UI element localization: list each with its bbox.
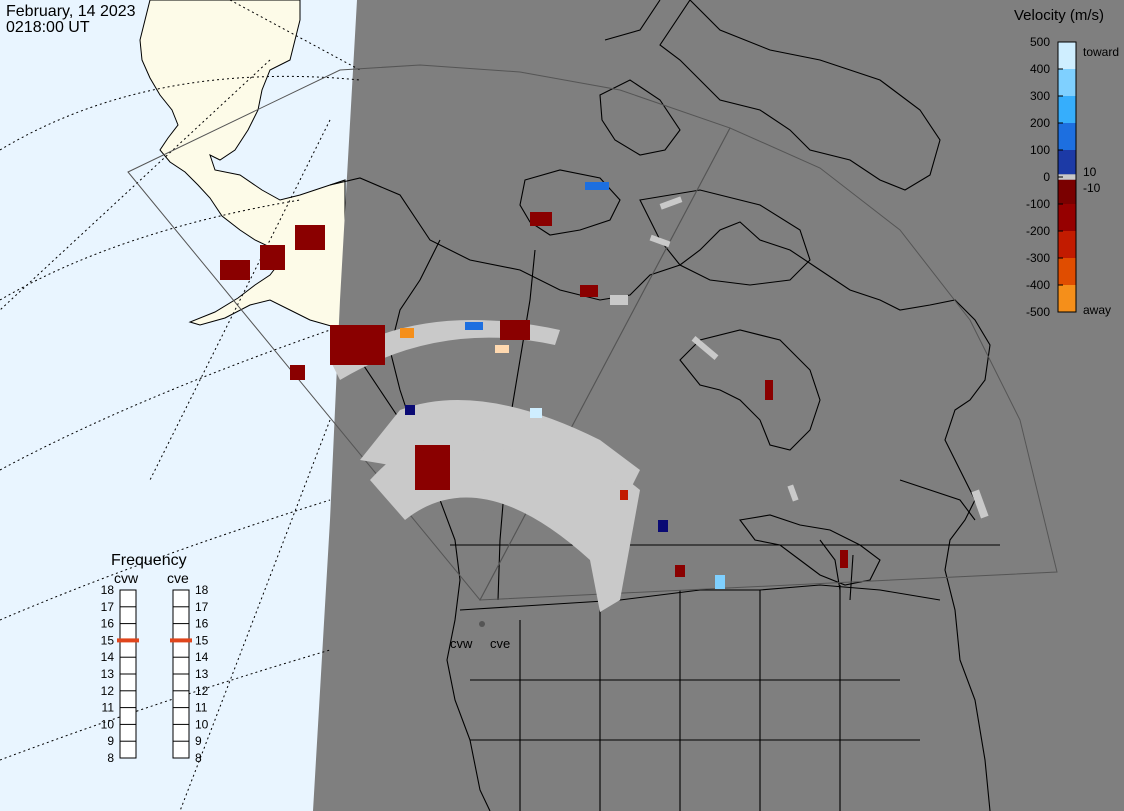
colorbar-pos-threshold: 10 [1083, 165, 1097, 179]
ground-scatter-cell [691, 336, 719, 360]
colorbar-swatch [1058, 96, 1076, 123]
frequency-tick-label: 16 [195, 617, 209, 631]
colorbar-swatch [1058, 42, 1076, 69]
colorbar-ticks: 500 400 300 200 100 0 -100 -200 -300 -400 -500 [1026, 35, 1063, 319]
velocity-cell [415, 445, 450, 490]
colorbar-tick-label: -100 [1026, 197, 1050, 211]
frequency-tick-label: 8 [107, 751, 114, 765]
colorbar-swatches [1058, 42, 1076, 312]
colorbar-swatch [1058, 150, 1076, 175]
scatter-echoes [220, 182, 989, 612]
ground-scatter-band [360, 400, 640, 490]
colorbar-tick-label: -200 [1026, 224, 1050, 238]
frequency-tick-label: 13 [101, 667, 115, 681]
velocity-cell [620, 490, 628, 500]
radar-fov-outlines [127, 64, 1058, 601]
frequency-tick-label: 10 [101, 717, 115, 731]
velocity-cell [295, 225, 325, 250]
continent-outlines [329, 0, 1000, 811]
lat-lon-grid [0, 0, 361, 811]
velocity-cell [330, 325, 385, 365]
frequency-tick-label: 17 [195, 600, 209, 614]
frequency-tick-label: 14 [101, 650, 115, 664]
colorbar-tick-label: 200 [1030, 116, 1050, 130]
velocity-cell [765, 380, 773, 400]
colorbar-tick-label: -300 [1026, 251, 1050, 265]
colorbar-zero-band [1058, 174, 1076, 180]
ground-scatter-cell [971, 489, 989, 519]
frequency-tick-label: 9 [195, 734, 202, 748]
colorbar-swatch [1058, 231, 1076, 258]
colorbar-swatch [1058, 179, 1076, 204]
ground-scatter-cell [787, 484, 799, 502]
colorbar-neg-threshold: -10 [1083, 181, 1101, 195]
ground-scatter-cell [610, 295, 628, 305]
ground-scatter-cell [659, 196, 683, 210]
frequency-tick-label: 9 [107, 734, 114, 748]
frequency-tick-label: 14 [195, 650, 209, 664]
frequency-tick-label: 11 [102, 701, 115, 715]
colorbar-swatch [1058, 69, 1076, 96]
colorbar-tick-label: 400 [1030, 62, 1050, 76]
frequency-radar-label-cvw: cvw [114, 570, 139, 586]
frequency-radar-label-cve: cve [167, 570, 189, 586]
frequency-tick-label: 12 [101, 684, 115, 698]
velocity-cell [465, 322, 483, 330]
colorbar-title: Velocity (m/s) [1014, 7, 1104, 24]
velocity-cell [400, 328, 414, 338]
velocity-cell [585, 182, 609, 190]
frequency-tick-label: 18 [101, 583, 115, 597]
timestamp-time: 0218:00 UT [6, 19, 90, 36]
frequency-title: Frequency [111, 552, 187, 569]
radar-site-label-cvw: cvw [450, 636, 473, 651]
colorbar-swatch [1058, 258, 1076, 285]
colorbar-tick-label: -400 [1026, 278, 1050, 292]
frequency-tick-label: 15 [101, 633, 115, 647]
frequency-tick-label: 12 [195, 684, 209, 698]
frequency-tick-label: 13 [195, 667, 209, 681]
radar-site-label-cve: cve [490, 636, 510, 651]
frequency-panel: Frequency cvw cve 18 17 16 15 14 13 12 11 10 9 8 18… [101, 552, 209, 765]
velocity-cell [405, 405, 415, 415]
frequency-marker-cve [170, 638, 192, 643]
velocity-cell [260, 245, 285, 270]
velocity-cell [530, 212, 552, 226]
colorbar-tick-label: -500 [1026, 305, 1050, 319]
velocity-cell [675, 565, 685, 577]
colorbar-swatch [1058, 285, 1076, 312]
velocity-cell [840, 550, 848, 568]
timestamp-date: February, 14 2023 [6, 3, 136, 20]
nightside-region [313, 0, 1124, 811]
frequency-tick-label: 17 [101, 600, 115, 614]
frequency-tick-label: 15 [195, 633, 209, 647]
colorbar-tick-label: 300 [1030, 89, 1050, 103]
frequency-tick-label: 18 [195, 583, 209, 597]
velocity-cell [530, 408, 542, 418]
radar-site-marker: cvw cve [450, 621, 510, 651]
velocity-cell [495, 345, 509, 353]
velocity-cell [290, 365, 305, 380]
velocity-cell [658, 520, 668, 532]
ground-scatter-cell [649, 234, 671, 248]
alaska-landmass [139, 0, 346, 331]
velocity-cell [715, 575, 725, 589]
colorbar-tick-label: 100 [1030, 143, 1050, 157]
velocity-cell [580, 285, 598, 297]
colorbar-swatch [1058, 204, 1076, 231]
frequency-tick-label: 16 [101, 617, 115, 631]
frequency-tick-label: 11 [195, 701, 208, 715]
velocity-colorbar: Velocity (m/s) 500 400 300 200 100 0 -100 -200 -… [1014, 7, 1119, 319]
frequency-marker-cvw [117, 638, 139, 643]
colorbar-toward-label: toward [1083, 45, 1119, 59]
frequency-tick-label: 8 [195, 751, 202, 765]
colorbar-tick-label: 0 [1043, 170, 1050, 184]
velocity-cell [500, 320, 530, 340]
frequency-tick-label: 10 [195, 717, 209, 731]
colorbar-away-label: away [1083, 303, 1111, 317]
velocity-cell [220, 260, 250, 280]
colorbar-swatch [1058, 123, 1076, 150]
colorbar-tick-label: 500 [1030, 35, 1050, 49]
